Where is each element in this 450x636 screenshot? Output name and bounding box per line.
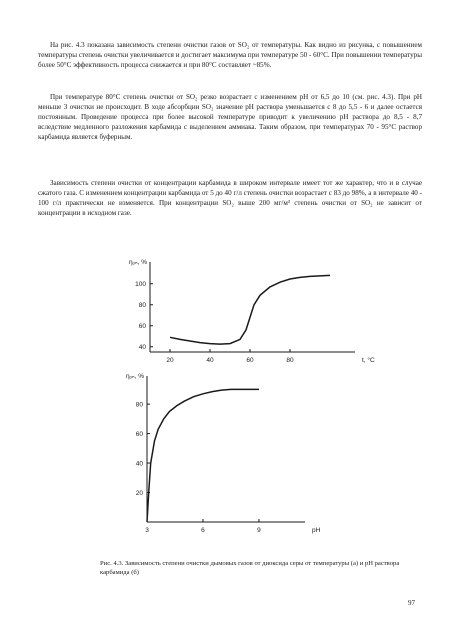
chart1-x-tick-label: 40	[206, 357, 214, 364]
chart2-x-tick-label: 9	[257, 527, 261, 534]
chart2-x-tick-label: 6	[201, 527, 205, 534]
chart1-y-tick-label: 80	[139, 302, 147, 309]
chart1-x-axis-label: t, °C	[362, 356, 375, 364]
figure-caption: Рис. 4.3. Зависимость степени очистки ды…	[100, 560, 400, 576]
chart1-x-tick-label: 60	[246, 357, 254, 364]
chart1-x-tick-label: 80	[286, 357, 294, 364]
chart1-y-axis-label: ηₒₙ, %	[129, 259, 147, 266]
page-number: 97	[408, 599, 415, 607]
chart2-x-tick-label: 3	[145, 527, 149, 534]
chart2-y-tick-label: 40	[136, 460, 144, 467]
chart2-series-line	[146, 388, 259, 523]
chart1-x-tick-label: 20	[166, 357, 174, 364]
paragraph-1: На рис. 4.3 показана зависимость степени…	[38, 41, 422, 70]
chart2-x-axis-label: pH	[312, 527, 321, 534]
chart2-y-tick-label: 20	[136, 490, 144, 497]
paragraph-3: Зависимость степени очистки от концентра…	[38, 179, 422, 218]
chart1-y-tick-label: 60	[139, 323, 147, 330]
chart2-y-axis-label: ηₒₙ, %	[126, 373, 144, 380]
chart2-y-tick-label: 80	[136, 401, 144, 408]
chart1-series-line	[169, 274, 331, 345]
chart2-y-tick-label: 60	[136, 431, 144, 438]
paragraph-2: При температуре 80°С степень очистки от …	[38, 93, 422, 142]
chart1-y-tick-label: 100	[135, 281, 146, 288]
chart1-y-tick-label: 40	[139, 344, 147, 351]
